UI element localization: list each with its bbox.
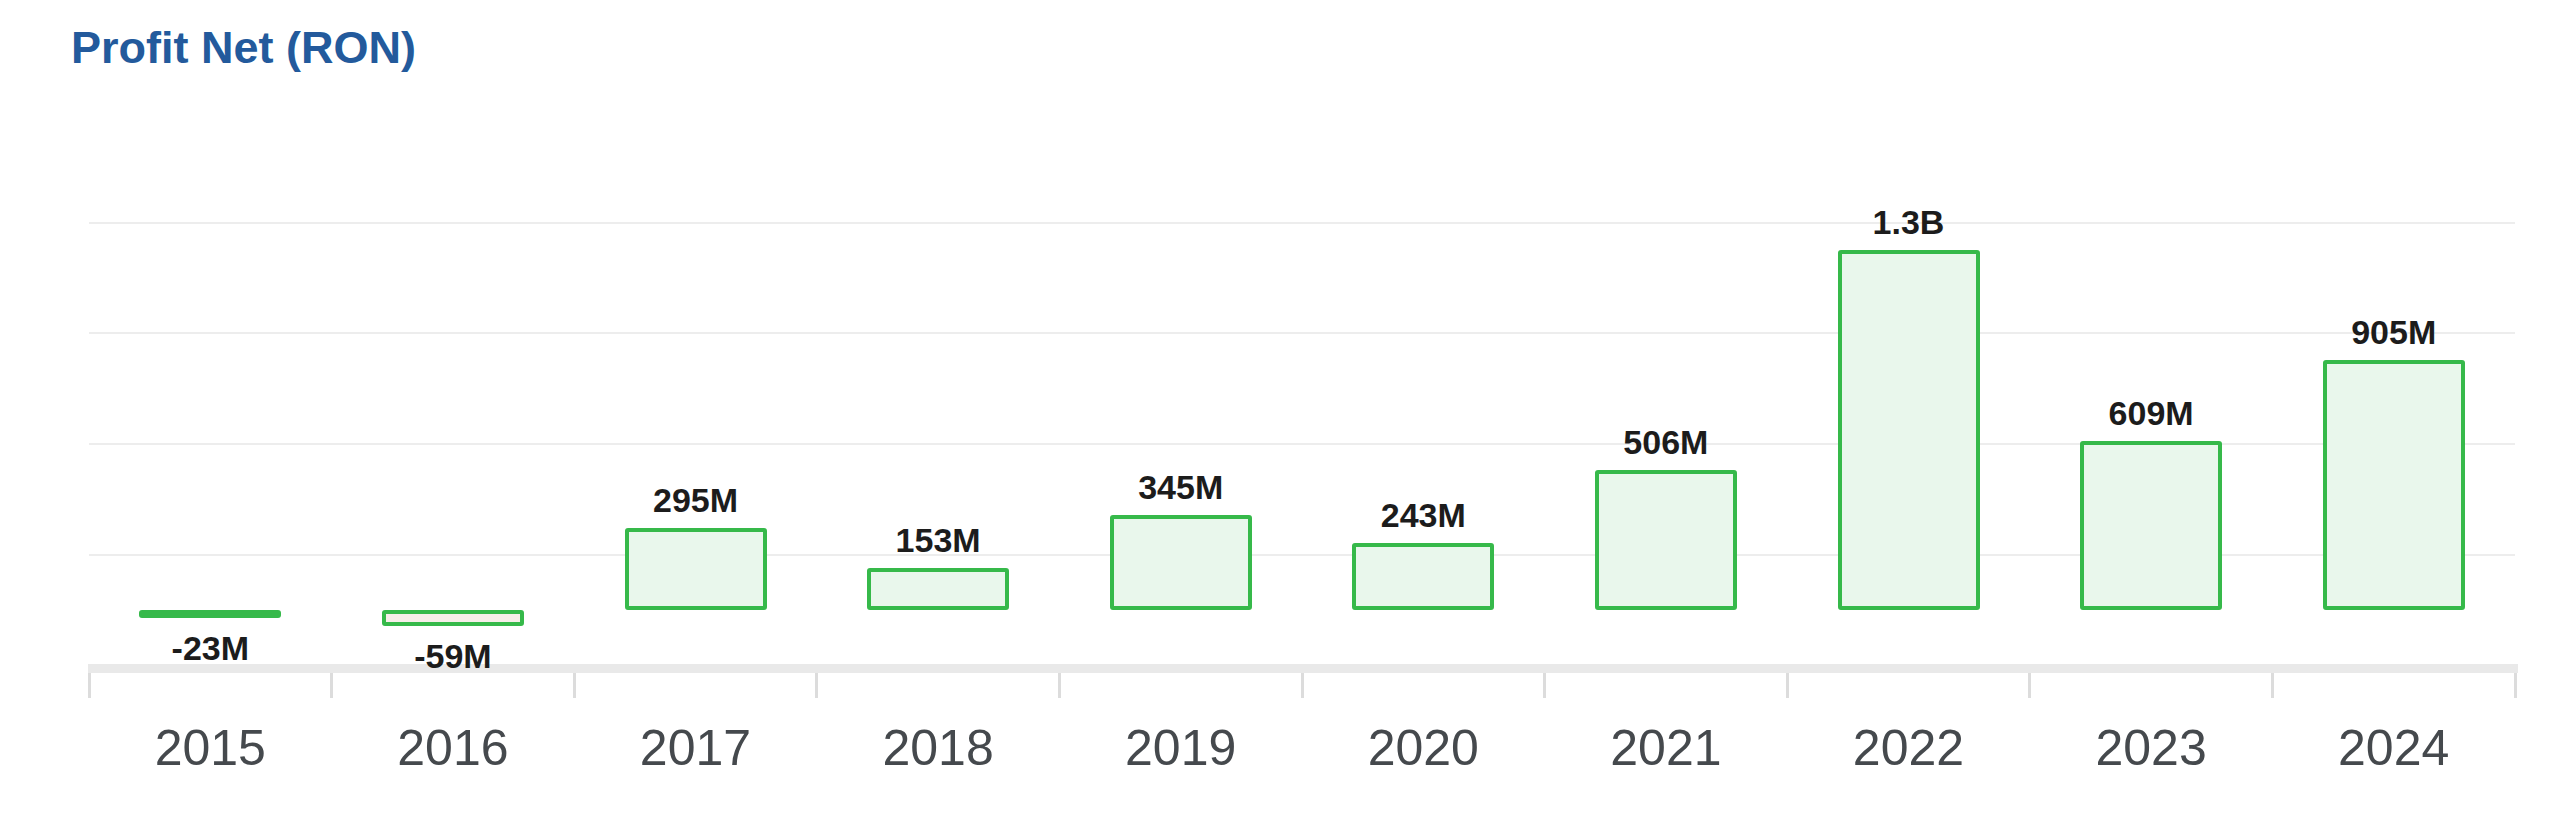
x-axis-tick [2271, 673, 2274, 698]
bar-value-label: 1.3B [1759, 204, 2059, 240]
bar-2023[interactable] [2080, 441, 2222, 610]
x-axis-year-label: 2016 [332, 723, 575, 773]
bar-value-label: 295M [546, 482, 846, 518]
x-axis-tick [573, 673, 576, 698]
bar-2019[interactable] [1110, 515, 1252, 610]
x-axis-year-label: 2018 [817, 723, 1060, 773]
chart-title: Profit Net (RON) [71, 22, 416, 74]
x-axis-year-label: 2019 [1059, 723, 1302, 773]
bar-2018[interactable] [867, 568, 1009, 610]
bar-2016[interactable] [382, 610, 524, 626]
bar-value-label: 243M [1273, 497, 1573, 533]
x-axis-year-label: 2023 [2030, 723, 2273, 773]
bar-2020[interactable] [1352, 543, 1494, 610]
bar-value-label: 905M [2244, 314, 2544, 350]
bar-2021[interactable] [1595, 470, 1737, 610]
bar-value-label: 506M [1516, 424, 1816, 460]
x-axis-year-label: 2017 [574, 723, 817, 773]
x-axis-tick [1786, 673, 1789, 698]
x-axis-year-label: 2020 [1302, 723, 1545, 773]
x-axis-tick [88, 673, 91, 698]
x-axis-year-label: 2024 [2272, 723, 2515, 773]
bar-2024[interactable] [2323, 360, 2465, 610]
x-axis-year-label: 2015 [89, 723, 332, 773]
x-axis-year-label: 2021 [1545, 723, 1788, 773]
bar-value-label: 609M [2001, 395, 2301, 431]
x-axis-tick [2514, 673, 2517, 698]
profit-net-chart: Profit Net (RON) -23M2015-59M2016295M201… [0, 0, 2560, 822]
bar-2017[interactable] [625, 528, 767, 610]
x-axis-tick [2028, 673, 2031, 698]
x-axis-tick [1543, 673, 1546, 698]
x-axis-tick [1301, 673, 1304, 698]
bar-value-label: 153M [788, 522, 1088, 558]
gridline [89, 332, 2515, 334]
bar-2022[interactable] [1838, 250, 1980, 610]
x-axis-tick [1058, 673, 1061, 698]
gridline [89, 222, 2515, 224]
x-axis-tick [330, 673, 333, 698]
bar-2015[interactable] [139, 610, 281, 618]
bar-value-label: -59M [303, 638, 603, 674]
x-axis-year-label: 2022 [1787, 723, 2030, 773]
x-axis-tick [815, 673, 818, 698]
